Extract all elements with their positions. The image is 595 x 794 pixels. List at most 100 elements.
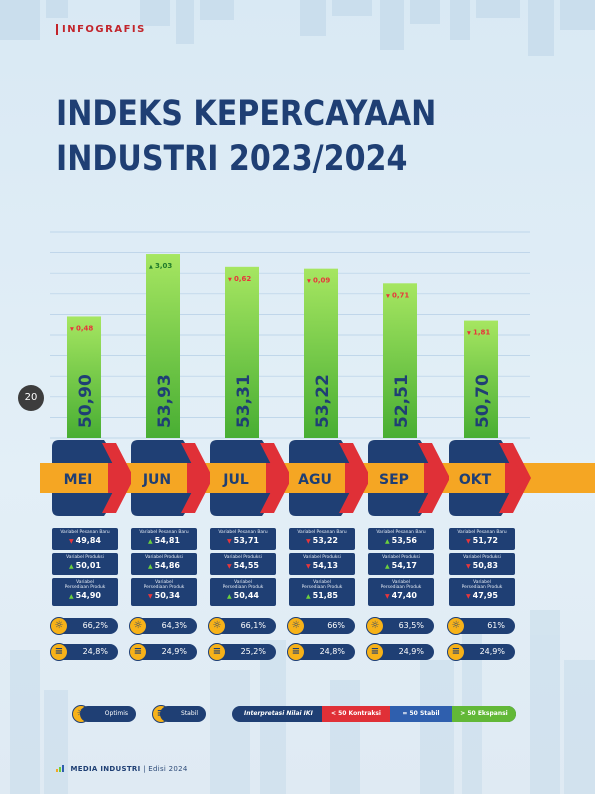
- bar-value-label: 50,70: [473, 374, 493, 428]
- produksi-box: Variabel Produksi ▼ 50,83: [449, 553, 515, 575]
- produksi-box: Variabel Produksi ▲ 54,17: [368, 553, 434, 575]
- pesanan-baru-box: Variabel Pesanan Baru ▲ 54,81: [131, 528, 197, 550]
- stabil-pill: 24,9%: [131, 644, 197, 660]
- persediaan-produk-box: Variabel Persediaan Produk ▲ 54,90: [52, 578, 118, 606]
- change-label: 0,62: [234, 275, 251, 283]
- persediaan-produk-label: Variabel Persediaan Produk: [143, 580, 185, 590]
- month-label: MEI: [64, 472, 93, 488]
- pesanan-baru-label: Variabel Pesanan Baru: [457, 530, 507, 535]
- produksi-label: Variabel Produksi: [66, 555, 104, 560]
- persediaan-produk-value: ▲ 50,44: [227, 591, 259, 600]
- month-arrow-tip: [187, 463, 207, 493]
- persediaan-produk-value: ▲ 51,85: [306, 591, 338, 600]
- arrow-up-icon: ▲: [385, 538, 390, 545]
- month-label: SEP: [379, 472, 409, 488]
- produksi-box: Variabel Produksi ▼ 54,13: [289, 553, 355, 575]
- change-down-icon: ▼: [228, 277, 232, 283]
- page-title-line-2: INDUSTRI 2023/2024: [56, 139, 408, 179]
- stabil-range-legend: = 50 Stabil: [390, 706, 452, 722]
- bar-jul: [225, 266, 259, 438]
- pesanan-baru-box: Variabel Pesanan Baru ▲ 53,56: [368, 528, 434, 550]
- persediaan-produk-value: ▼ 50,34: [148, 591, 180, 600]
- pesanan-baru-box: Variabel Pesanan Baru ▼ 53,22: [289, 528, 355, 550]
- page-title: INDEKS KEPERCAYAAN INDUSTRI 2023/2024: [56, 92, 486, 182]
- month-label: JUL: [222, 472, 249, 488]
- month-ribbon-segment: [289, 463, 351, 493]
- arrow-down-icon: ▼: [306, 563, 311, 570]
- persediaan-produk-value: ▲ 54,90: [69, 591, 101, 600]
- arrow-down-icon: ▼: [466, 563, 471, 570]
- persediaan-produk-value: ▼ 47,40: [385, 591, 417, 600]
- month-arrow-tip: [345, 463, 365, 493]
- month-label: OKT: [459, 472, 492, 488]
- persediaan-produk-value: ▼ 47,95: [466, 591, 498, 600]
- produksi-label: Variabel Produksi: [303, 555, 341, 560]
- persediaan-produk-label: Variabel Persediaan Produk: [301, 580, 343, 590]
- change-down-icon: ▼: [307, 279, 311, 285]
- bar-sep: [383, 283, 417, 438]
- produksi-value: ▲ 54,17: [385, 561, 417, 570]
- persediaan-produk-label: Variabel Persediaan Produk: [461, 580, 503, 590]
- month-ribbon-segment: [368, 463, 430, 493]
- footer-brand: MEDIA INDUSTRI: [70, 765, 141, 773]
- arrow-up-icon: ▲: [69, 563, 74, 570]
- stabil-icon: ≡: [287, 643, 305, 661]
- persediaan-produk-box: Variabel Persediaan Produk ▼ 47,40: [368, 578, 434, 606]
- optimis-pill: 66,1%: [210, 618, 276, 634]
- pesanan-baru-value: ▲ 53,56: [385, 536, 417, 545]
- produksi-label: Variabel Produksi: [224, 555, 262, 560]
- bar-mei: [67, 316, 101, 438]
- bar-value-label: 53,31: [234, 374, 254, 428]
- produksi-label: Variabel Produksi: [145, 555, 183, 560]
- produksi-value: ▲ 50,01: [69, 561, 101, 570]
- media-industri-logo-icon: [56, 765, 64, 772]
- bar-okt: [464, 320, 498, 438]
- month-label: JUN: [142, 472, 171, 488]
- interpretation-legend: Interpretasi Nilai IKI < 50 Kontraksi = …: [232, 706, 516, 722]
- section-label: INFOGRAFIS: [56, 24, 146, 35]
- arrow-down-icon: ▼: [466, 593, 471, 600]
- pesanan-baru-label: Variabel Pesanan Baru: [60, 530, 110, 535]
- optimis-pill: 63,5%: [368, 618, 434, 634]
- arrow-down-icon: ▼: [466, 538, 471, 545]
- optimis-pill: 66,2%: [52, 618, 118, 634]
- produksi-value: ▼ 54,55: [227, 561, 259, 570]
- arrow-up-icon: ▲: [227, 593, 232, 600]
- arrow-up-icon: ▲: [148, 538, 153, 545]
- arrow-up-icon: ▲: [148, 563, 153, 570]
- month-arrow-tip: [505, 463, 525, 493]
- bar-value-label: 53,93: [155, 374, 175, 428]
- stabil-icon: ≡: [447, 643, 465, 661]
- produksi-value: ▼ 54,13: [306, 561, 338, 570]
- persediaan-produk-label: Variabel Persediaan Produk: [222, 580, 264, 590]
- change-label: 3,03: [155, 262, 172, 270]
- pesanan-baru-box: Variabel Pesanan Baru ▼ 51,72: [449, 528, 515, 550]
- pesanan-baru-value: ▼ 53,71: [227, 536, 259, 545]
- bar-jun: [146, 254, 180, 438]
- pesanan-baru-box: Variabel Pesanan Baru ▼ 49,84: [52, 528, 118, 550]
- arrow-down-icon: ▼: [227, 563, 232, 570]
- pesanan-baru-label: Variabel Pesanan Baru: [376, 530, 426, 535]
- change-up-icon: ▲: [149, 264, 153, 270]
- arrow-down-icon: ▼: [385, 593, 390, 600]
- bar-value-label: 52,51: [392, 374, 412, 428]
- pesanan-baru-value: ▼ 53,22: [306, 536, 338, 545]
- optimis-icon: ☼: [208, 617, 226, 635]
- bar-value-label: 53,22: [313, 374, 333, 428]
- persediaan-produk-label: Variabel Persediaan Produk: [64, 580, 106, 590]
- produksi-label: Variabel Produksi: [463, 555, 501, 560]
- change-label: 1,81: [473, 329, 490, 337]
- month-arrow-tip: [424, 463, 444, 493]
- arrow-up-icon: ▲: [69, 593, 74, 600]
- month-label: AGU: [298, 472, 332, 488]
- stabil-pill: 24,8%: [52, 644, 118, 660]
- optimis-pill: 61%: [449, 618, 515, 634]
- bar-agu: [304, 268, 338, 438]
- footer: MEDIA INDUSTRI | Edisi 2024: [56, 765, 188, 773]
- stabil-icon: ≡: [208, 643, 226, 661]
- optimis-icon: ☼: [366, 617, 384, 635]
- arrow-down-icon: ▼: [306, 538, 311, 545]
- pesanan-baru-label: Variabel Pesanan Baru: [297, 530, 347, 535]
- month-arrow-tip: [266, 463, 286, 493]
